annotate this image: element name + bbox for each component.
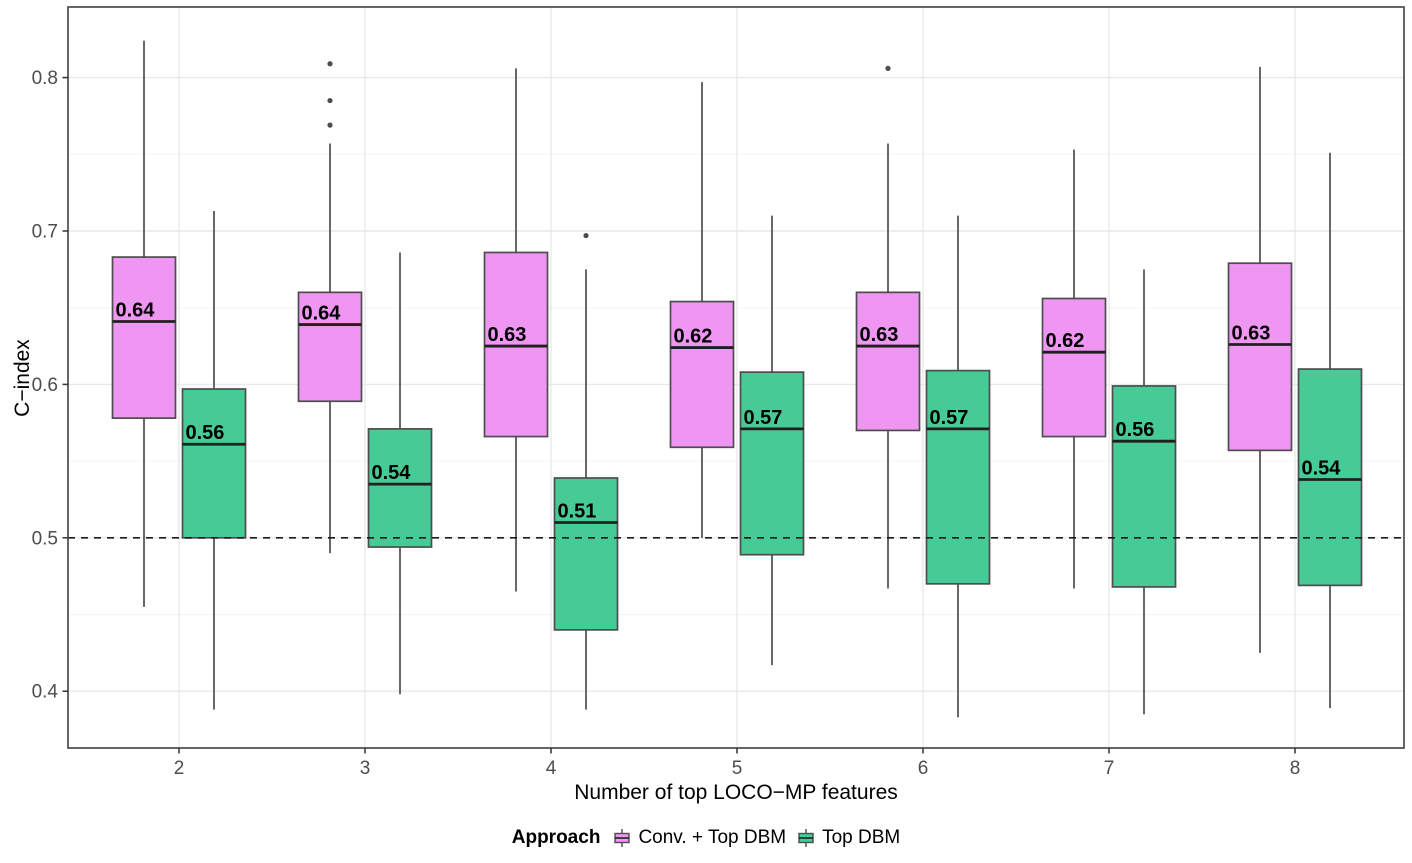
median-label: 0.62	[1046, 330, 1085, 352]
box-conv-top-dbm-6	[855, 291, 921, 432]
median-label: 0.56	[1116, 419, 1155, 441]
legend-item: Top DBM	[796, 827, 900, 849]
y-tick-label: 0.4	[32, 682, 59, 703]
median-label: 0.57	[744, 407, 783, 429]
box-conv-top-dbm-3	[297, 291, 363, 403]
x-tick-label: 7	[1104, 758, 1115, 779]
y-tick-label: 0.7	[32, 221, 58, 242]
legend-title: Approach	[511, 827, 601, 848]
outlier-point	[327, 122, 333, 128]
y-tick-label: 0.5	[32, 528, 58, 549]
outlier-point	[583, 232, 589, 239]
box-top-dbm-8	[1297, 368, 1363, 587]
median-label: 0.63	[488, 324, 527, 346]
x-tick-label: 3	[360, 758, 371, 779]
box-conv-top-dbm-4	[483, 251, 549, 438]
legend-item-label: Top DBM	[822, 827, 901, 848]
box-conv-top-dbm-2	[111, 256, 177, 420]
x-tick-label: 6	[918, 758, 929, 779]
box-top-dbm-7	[1111, 385, 1177, 588]
x-tick-label: 4	[546, 758, 557, 779]
panel-border	[67, 6, 1405, 749]
x-axis-title: Number of top LOCO−MP features	[574, 781, 898, 804]
box-top-dbm-2	[181, 388, 247, 539]
box-top-dbm-4	[553, 477, 619, 631]
x-tick-label: 2	[174, 758, 185, 779]
legend-key-boxplot-icon	[614, 829, 631, 847]
y-tick-label: 0.8	[32, 68, 58, 89]
outlier-point	[327, 97, 333, 104]
median-label: 0.54	[372, 462, 412, 484]
legend-item-label: Conv. + Top DBM	[638, 827, 787, 848]
median-label: 0.64	[116, 300, 156, 322]
legend-key-boxplot-icon	[798, 829, 814, 847]
y-axis-title: C−index	[11, 339, 34, 417]
box-conv-top-dbm-8	[1227, 262, 1293, 452]
median-label: 0.57	[930, 407, 969, 429]
median-label: 0.63	[1232, 323, 1271, 345]
x-tick-label: 8	[1290, 758, 1301, 779]
median-label: 0.62	[674, 326, 713, 348]
median-label: 0.56	[186, 422, 225, 444]
legend: Approach Conv. + Top DBM Top DBM	[0, 822, 1412, 854]
outlier-point	[327, 61, 333, 67]
box-top-dbm-5	[739, 371, 805, 556]
x-tick-label: 5	[732, 758, 743, 779]
legend-item: Conv. + Top DBM	[612, 827, 786, 849]
y-tick-label: 0.6	[32, 375, 58, 396]
median-label: 0.51	[558, 500, 597, 522]
median-label: 0.64	[302, 303, 342, 325]
box-conv-top-dbm-7	[1041, 297, 1107, 438]
box-top-dbm-3	[367, 428, 433, 548]
box-conv-top-dbm-5	[669, 300, 735, 449]
outlier-point	[885, 65, 891, 71]
median-label: 0.63	[860, 324, 899, 346]
box-top-dbm-6	[925, 369, 991, 585]
median-label: 0.54	[1302, 458, 1342, 480]
